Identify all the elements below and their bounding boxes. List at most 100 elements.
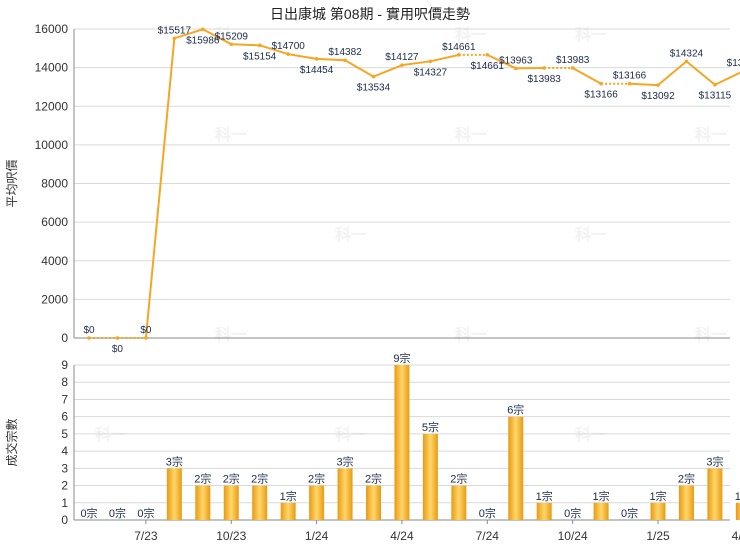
volume-bar [166, 468, 182, 520]
watermark-text: 科一 [335, 225, 367, 244]
x-tick-label: 7/24 [476, 529, 500, 543]
price-data-label: $15517 [158, 25, 192, 36]
price-point [542, 66, 546, 70]
price-data-label: $13816 [727, 58, 740, 69]
price-line-segment [144, 38, 176, 339]
price-line-segment [430, 53, 460, 63]
line-y-tick-label: 14000 [35, 61, 69, 75]
volume-data-label: 2宗 [365, 472, 382, 486]
volume-bar [536, 502, 552, 520]
line-y-tick-label: 4000 [41, 254, 68, 268]
volume-data-label: 0宗 [109, 506, 126, 520]
bar-y-tick-label: 6 [61, 410, 68, 424]
volume-bar [593, 502, 609, 520]
price-line-segment [259, 44, 289, 56]
price-point [656, 83, 660, 87]
x-tick-label: 1/24 [305, 529, 329, 543]
bar-y-tick-label: 3 [61, 461, 68, 475]
volume-data-label: 3宗 [166, 454, 183, 468]
line-y-tick-label: 2000 [41, 292, 68, 306]
price-data-label: $13534 [357, 83, 391, 94]
line-y-tick-label: 16000 [35, 22, 69, 36]
bar-y-tick-label: 9 [61, 358, 68, 372]
watermark-text: 科一 [575, 425, 607, 444]
line-y-tick-label: 12000 [35, 99, 69, 113]
x-tick-label: 10/24 [558, 529, 588, 543]
watermark-text: 科一 [455, 125, 487, 144]
price-line-segment [657, 60, 688, 86]
price-data-label: $14324 [670, 48, 704, 59]
volume-bar-chart: 0 1 2 3 4 5 6 7 8 9 成交宗數 0宗 0宗 0宗 3宗 2宗 2宗 2宗 1宗 2宗 3宗 2宗 9宗 5宗… [4, 351, 740, 527]
volume-bar [678, 485, 694, 520]
volume-bar [280, 502, 296, 520]
volume-bar [650, 502, 666, 520]
volume-data-label: 3宗 [336, 454, 353, 468]
bar-y-tick-label: 1 [61, 496, 68, 510]
price-data-label: $13166 [584, 90, 618, 101]
volume-data-label: 0宗 [80, 506, 97, 520]
volume-bar [451, 485, 467, 520]
price-data-label: $13115 [699, 91, 732, 102]
volume-bar [223, 485, 239, 520]
price-line-segment [629, 82, 659, 87]
price-point [144, 336, 148, 340]
price-point [713, 82, 717, 87]
volume-data-label: 2宗 [450, 472, 467, 486]
price-data-label: $15209 [215, 31, 249, 42]
line-y-axis-label: 平均呎價 [5, 159, 19, 207]
price-point [513, 66, 518, 71]
price-line-segment [174, 28, 204, 40]
price-point [286, 52, 290, 56]
watermark-text: 科一 [215, 125, 247, 144]
price-line-segment [373, 64, 403, 78]
volume-bar [422, 433, 438, 520]
line-y-tick-label: 10000 [35, 138, 69, 152]
volume-data-label: 2宗 [194, 472, 211, 486]
price-point [400, 63, 404, 67]
bar-y-tick-label: 2 [61, 479, 68, 493]
volume-data-label: 9宗 [393, 351, 410, 365]
volume-data-label: 1宗 [593, 489, 610, 503]
x-tick-label: 7/23 [134, 529, 158, 543]
price-point [343, 58, 347, 63]
line-y-tick-label: 6000 [41, 215, 68, 229]
price-data-label: $15986 [186, 35, 220, 46]
volume-data-label: 2宗 [308, 472, 325, 486]
price-data-label: $14382 [328, 47, 362, 58]
volume-data-label: 1宗 [280, 489, 297, 503]
price-point [428, 59, 433, 64]
price-data-label: $13166 [613, 71, 647, 82]
price-line-segment [202, 28, 232, 46]
volume-data-label: 0宗 [564, 506, 581, 520]
price-point [485, 53, 490, 57]
price-point [115, 336, 120, 340]
price-point [172, 36, 177, 41]
chart-title: 日出康城 第08期 - 實用呎價走勢 [270, 6, 470, 22]
volume-bar [508, 416, 524, 520]
price-data-label: $14454 [300, 65, 334, 76]
watermark-text: 科一 [95, 425, 127, 444]
x-tick-label: 10/23 [216, 529, 246, 543]
price-point [371, 74, 376, 79]
price-line-segment [486, 53, 517, 70]
bar-y-tick-label: 5 [61, 427, 68, 441]
price-data-label: $14327 [414, 67, 448, 78]
price-point [599, 81, 603, 86]
price-point [457, 53, 461, 57]
price-data-label: $13963 [499, 55, 533, 66]
price-point [570, 66, 575, 70]
bar-y-axis-label: 成交宗數 [4, 418, 19, 466]
price-line-segment [287, 53, 317, 60]
price-line-segment [685, 60, 716, 86]
volume-data-label: 1宗 [536, 489, 553, 503]
watermark-text: 科一 [455, 25, 487, 44]
x-tick-label: 4/24 [390, 529, 414, 543]
volume-data-label: 2宗 [223, 472, 240, 486]
price-line-segment [572, 67, 602, 85]
x-axis: 7/23 10/23 1/24 4/24 7/24 10/24 1/25 4/25 [134, 520, 740, 543]
volume-bar [195, 485, 211, 520]
price-data-label: $15154 [243, 51, 277, 62]
watermark-text: 科一 [695, 325, 727, 344]
watermark-text: 科一 [575, 25, 607, 44]
